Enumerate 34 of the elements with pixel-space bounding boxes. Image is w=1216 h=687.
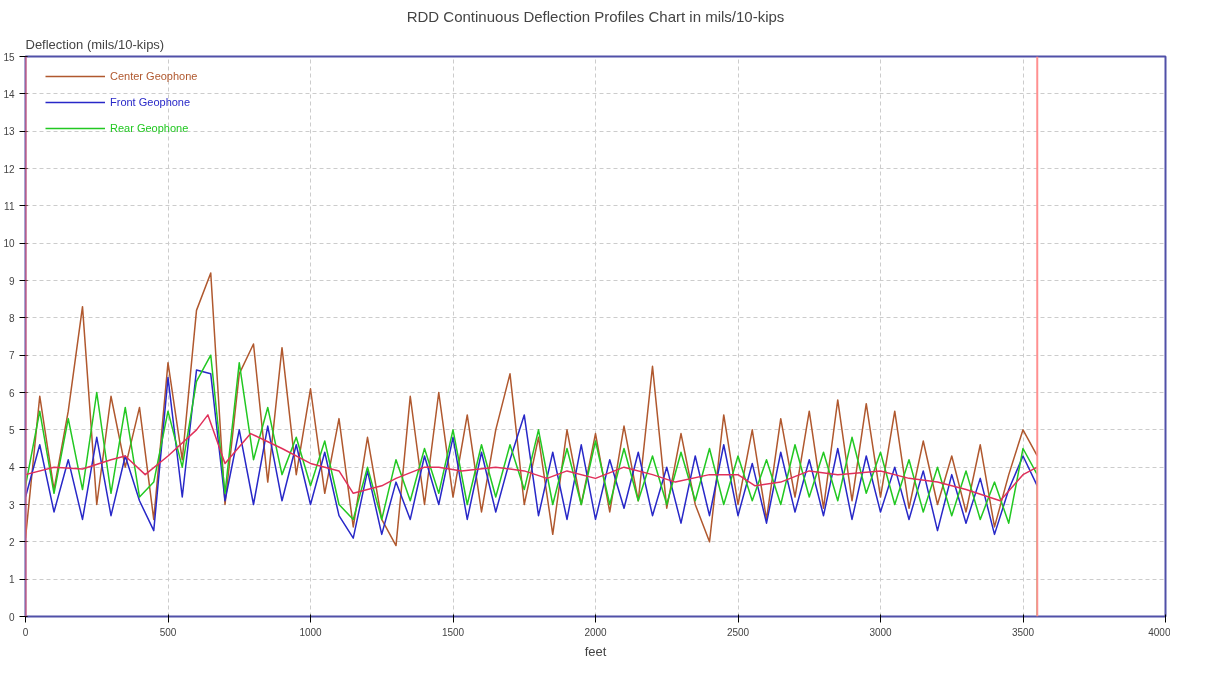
y-tick-label: 13 (3, 126, 15, 138)
x-tick-label: 3000 (869, 626, 893, 638)
x-tick-label: 500 (159, 626, 177, 638)
text: Rear Geophone (110, 122, 189, 134)
y-tick-label: 5 (8, 424, 15, 436)
x-tick-label: 4000 (1148, 626, 1171, 638)
text: Front Geophone (110, 96, 191, 108)
y-tick-label: 3 (8, 499, 15, 511)
y-tick-label: 2 (8, 536, 15, 548)
chart-title: RDD Continuous Deflection Profiles Chart in mils/10-kips (406, 7, 785, 25)
x-tick-label: 2500 (726, 626, 750, 638)
y-tick-label: 11 (4, 200, 15, 212)
x-tick-label: 1500 (441, 626, 465, 638)
y-tick-label: 7 (8, 350, 15, 362)
y-tick-label: 4 (8, 462, 15, 474)
line-series (25, 414, 1038, 502)
y-tick-label: 10 (3, 238, 15, 250)
y-tick-label: 1 (8, 574, 15, 586)
text: Center Geophone (110, 70, 198, 82)
x-tick-label: 1000 (299, 626, 323, 638)
y-tick-label: 6 (8, 387, 15, 399)
x-tick-label: 3500 (1011, 626, 1035, 638)
y-tick-label: 0 (8, 611, 15, 623)
x-tick-label: 2000 (584, 626, 608, 638)
line-series (25, 369, 1038, 539)
y-axis-title: Deflection (mils/10-kips) (25, 36, 165, 52)
y-tick-label: 8 (8, 312, 15, 324)
y-tick-label: 12 (3, 163, 15, 175)
x-axis-title: feet (584, 643, 607, 659)
y-tick-label: 14 (3, 88, 15, 100)
x-tick-label: 0 (22, 626, 29, 638)
line-series (25, 272, 1038, 547)
y-tick-label: 15 (3, 51, 15, 63)
y-tick-label: 9 (8, 275, 15, 287)
